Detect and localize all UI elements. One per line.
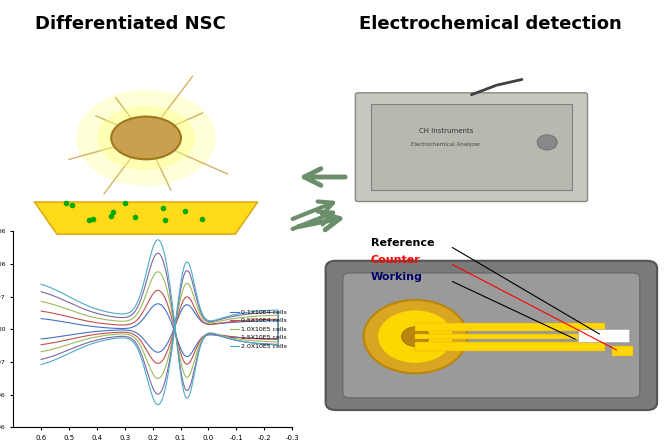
1.0X10E5 cells	[226, 335, 234, 340]
Circle shape	[537, 135, 557, 150]
2.0X10E5 cells	[94, 307, 102, 312]
Text: CH Instruments: CH Instruments	[419, 128, 473, 134]
0.5X10E4 cells	[183, 362, 191, 367]
Text: Counter: Counter	[371, 255, 420, 265]
2.0X10E5 cells	[37, 282, 45, 287]
Legend: 0.1X10E4 cells, 0.5X10E4 cells, 1.0X10E5 cells, 1.5X10E5 cells, 2.0X10E5 cells: 0.1X10E4 cells, 0.5X10E4 cells, 1.0X10E5…	[227, 307, 289, 352]
Ellipse shape	[97, 106, 195, 170]
Circle shape	[377, 310, 454, 364]
Bar	[416, 323, 606, 331]
FancyBboxPatch shape	[325, 261, 657, 410]
1.5X10E5 cells	[226, 336, 234, 342]
1.5X10E5 cells	[212, 318, 220, 323]
0.1X10E4 cells	[94, 324, 102, 330]
Ellipse shape	[76, 90, 216, 186]
1.5X10E5 cells	[168, 342, 176, 348]
1.0X10E5 cells	[154, 269, 162, 275]
0.1X10E4 cells	[165, 339, 173, 344]
0.1X10E4 cells	[37, 316, 45, 321]
0.1X10E4 cells	[211, 321, 219, 327]
0.1X10E4 cells	[195, 339, 203, 344]
0.5X10E4 cells	[94, 320, 102, 326]
1.5X10E5 cells	[193, 354, 201, 360]
2.0X10E5 cells	[154, 237, 162, 243]
1.0X10E5 cells	[154, 376, 162, 381]
0.1X10E4 cells	[37, 336, 45, 342]
2.0X10E5 cells	[212, 317, 220, 323]
1.0X10E5 cells	[166, 349, 174, 354]
2.0X10E5 cells	[166, 361, 174, 367]
1.5X10E5 cells	[94, 311, 102, 316]
1.5X10E5 cells	[37, 357, 45, 362]
Circle shape	[364, 300, 467, 373]
0.1X10E4 cells	[167, 333, 175, 339]
0.5X10E4 cells	[37, 342, 45, 348]
1.0X10E5 cells	[94, 316, 102, 321]
FancyBboxPatch shape	[355, 93, 588, 202]
Text: Electrochemical Analyzer: Electrochemical Analyzer	[412, 142, 481, 147]
Bar	[612, 346, 633, 356]
1.5X10E5 cells	[154, 251, 162, 256]
0.1X10E4 cells	[183, 354, 191, 359]
1.5X10E5 cells	[37, 289, 45, 295]
Bar	[416, 334, 606, 339]
Text: Analysis: Analysis	[445, 362, 535, 380]
Text: Electrochemical detection: Electrochemical detection	[359, 15, 622, 33]
Line: 2.0X10E5 cells: 2.0X10E5 cells	[41, 240, 278, 405]
0.5X10E4 cells	[154, 287, 162, 293]
Bar	[416, 342, 606, 351]
1.0X10E5 cells	[37, 349, 45, 354]
2.0X10E5 cells	[226, 336, 234, 341]
0.5X10E4 cells	[165, 345, 173, 351]
0.5X10E4 cells	[211, 321, 219, 327]
2.0X10E5 cells	[154, 402, 162, 407]
1.0X10E5 cells	[212, 319, 220, 324]
1.5X10E5 cells	[166, 356, 174, 362]
Line: 1.5X10E5 cells: 1.5X10E5 cells	[41, 253, 278, 394]
1.0X10E5 cells	[168, 338, 176, 343]
Circle shape	[402, 327, 429, 346]
0.5X10E4 cells	[37, 308, 45, 314]
2.0X10E5 cells	[168, 345, 176, 350]
0.1X10E4 cells	[228, 334, 236, 340]
1.5X10E5 cells	[154, 392, 162, 397]
Line: 1.0X10E5 cells: 1.0X10E5 cells	[41, 272, 278, 379]
2.0X10E5 cells	[37, 362, 45, 367]
Text: Differentiated NSC: Differentiated NSC	[35, 15, 226, 33]
FancyBboxPatch shape	[343, 273, 640, 398]
2.0X10E5 cells	[193, 356, 201, 362]
Text: Working: Working	[371, 272, 422, 282]
Line: 0.5X10E4 cells: 0.5X10E4 cells	[41, 290, 278, 364]
Bar	[578, 329, 629, 342]
1.0X10E5 cells	[37, 299, 45, 304]
0.5X10E4 cells	[228, 334, 236, 340]
Text: Reference: Reference	[371, 238, 434, 248]
Polygon shape	[35, 202, 258, 234]
Ellipse shape	[111, 117, 181, 159]
0.1X10E4 cells	[154, 301, 162, 307]
Line: 0.1X10E4 cells: 0.1X10E4 cells	[41, 304, 278, 356]
1.0X10E5 cells	[193, 349, 201, 354]
Bar	[371, 104, 572, 190]
0.5X10E4 cells	[167, 338, 175, 344]
0.5X10E4 cells	[195, 341, 203, 346]
